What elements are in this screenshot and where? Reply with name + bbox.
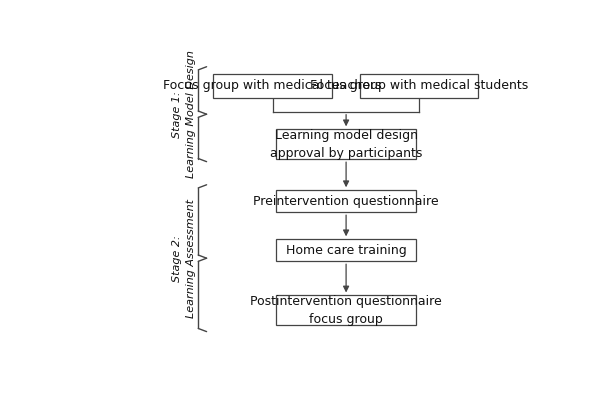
FancyBboxPatch shape	[277, 239, 416, 261]
FancyBboxPatch shape	[277, 190, 416, 212]
FancyBboxPatch shape	[277, 129, 416, 159]
FancyBboxPatch shape	[277, 296, 416, 326]
Text: Stage 2:
Learning Assessment: Stage 2: Learning Assessment	[172, 199, 196, 318]
Text: Focus group with medical students: Focus group with medical students	[310, 79, 528, 92]
Text: Postintervention questionnaire
focus group: Postintervention questionnaire focus gro…	[250, 295, 442, 326]
Text: Preintervention questionnaire: Preintervention questionnaire	[253, 195, 439, 208]
Text: Home care training: Home care training	[286, 244, 406, 257]
Text: Stage 1:
Learning Model Design: Stage 1: Learning Model Design	[172, 50, 196, 178]
FancyBboxPatch shape	[214, 74, 332, 97]
FancyBboxPatch shape	[360, 74, 478, 97]
Text: Learning model design
approval by participants: Learning model design approval by partic…	[270, 129, 422, 160]
Text: Focus group with medical teachers: Focus group with medical teachers	[163, 79, 382, 92]
